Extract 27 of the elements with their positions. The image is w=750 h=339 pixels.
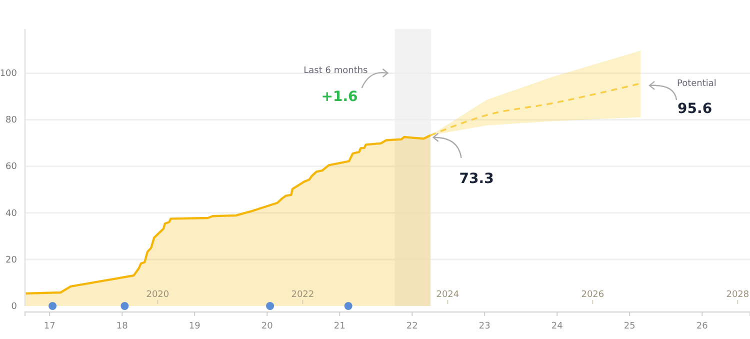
x2-tick-label: 21 xyxy=(334,321,346,332)
y-tick-label: 20 xyxy=(6,255,18,266)
x-tick-label: 2024 xyxy=(436,290,460,300)
annotation: Last 6 months xyxy=(304,66,368,76)
annotation: 95.6 xyxy=(678,101,712,117)
x2-tick-label: 25 xyxy=(624,321,636,332)
y-tick-label: 80 xyxy=(6,116,18,126)
x-tick-label: 2026 xyxy=(581,290,604,300)
x2-tick-label: 26 xyxy=(696,321,708,332)
x2-tick-label: 24 xyxy=(551,321,564,332)
x2-tick-label: 20 xyxy=(261,321,274,332)
y-tick-label: 60 xyxy=(6,162,18,172)
y-tick-label: 0 xyxy=(11,302,18,312)
x2-tick-label: 19 xyxy=(188,321,201,332)
x2-tick-label: 17 xyxy=(44,321,56,332)
x-tick-label: 2020 xyxy=(146,290,170,300)
y-tick-label: 40 xyxy=(6,208,18,219)
line-series xyxy=(429,82,642,136)
x2-tick-label: 22 xyxy=(406,321,418,332)
x-tick-label: 2022 xyxy=(291,290,314,300)
x-tick-label: 2028 xyxy=(726,290,750,300)
annotation: +1.6 xyxy=(321,89,358,105)
annotation: Potential xyxy=(677,79,716,89)
annotation: 73.3 xyxy=(459,171,494,187)
x2-tick-label: 18 xyxy=(116,321,128,332)
y-tick-label: 100 xyxy=(0,69,18,80)
x2-tick-label: 23 xyxy=(478,321,490,332)
